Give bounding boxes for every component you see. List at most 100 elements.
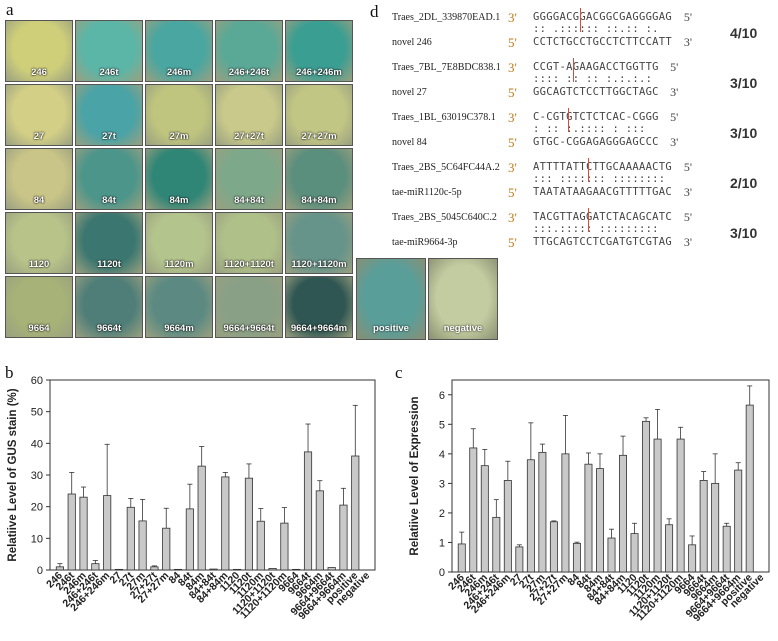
target-sequence: C-CGTGTCTCTCAC-CGGG — [533, 111, 659, 123]
leaf-image: 27+27m — [285, 84, 353, 146]
target-sequence: GGGGACGGACGGCGAGGGGAG — [533, 11, 673, 23]
leaf-label: 9664 — [28, 323, 50, 334]
data-bar — [351, 455, 360, 571]
data-bar — [549, 521, 558, 573]
target-gene-name: Traes_1BL_63019C378.1 — [392, 112, 496, 123]
data-bar — [619, 454, 627, 573]
data-bar — [209, 568, 218, 571]
leaf-image: 27+27t — [215, 84, 283, 146]
complementarity-score: 3/10 — [730, 75, 758, 91]
five-prime-end-label: 5' — [683, 160, 693, 174]
leaf-label: 9664m — [164, 323, 194, 334]
data-bar — [480, 465, 489, 573]
y-tick-label: 0 — [439, 567, 445, 579]
data-bar — [584, 463, 593, 573]
leaf-label: 27+27m — [301, 131, 337, 142]
cleavage-site-marker — [573, 58, 574, 82]
leaf-label: 84+84m — [301, 195, 337, 206]
y-tick-label: 30 — [31, 470, 43, 482]
alignment-match-line: ::: ::::::: :::::::: — [533, 173, 666, 185]
leaf-image: 84m — [145, 148, 213, 210]
leaf-label: 246+246t — [228, 67, 270, 78]
data-bar — [67, 493, 76, 571]
plot-frame — [49, 379, 376, 571]
data-bar — [596, 468, 604, 573]
data-bar — [138, 520, 147, 571]
leaf-label: 9664+9664m — [290, 323, 348, 334]
leaf-label: 246 — [31, 67, 47, 78]
leaf-label: 84 — [33, 195, 45, 206]
data-bar — [711, 482, 720, 573]
five-prime-label: 5' — [508, 235, 517, 250]
leaf-image: 246+246m — [285, 20, 353, 82]
leaf-image: 84 — [5, 148, 73, 210]
three-prime-end-label: 3' — [683, 235, 693, 249]
three-prime-end-label: 3' — [670, 135, 679, 149]
data-bar — [734, 469, 743, 573]
target-alignment-panel: Traes_2DL_339870EAD.1 3' GGGGACGGACGGCGAGG… — [390, 8, 775, 258]
three-prime-end-label: 3' — [683, 185, 693, 199]
five-prime-end-label: 5' — [670, 60, 679, 74]
data-bar — [469, 447, 478, 573]
data-bar — [653, 438, 662, 573]
mirna-sequence: GGCAGTCTCCTTGGCTAGC — [533, 86, 659, 98]
mirna-sequence: GTGC-CGGAGAGGGAGCCC — [533, 136, 659, 148]
data-bar — [526, 459, 535, 573]
leaf-label: 246t — [99, 67, 119, 78]
y-tick-label: 3 — [439, 478, 445, 490]
mirna-name: novel 27 — [392, 87, 427, 98]
three-prime-label: 3' — [508, 110, 517, 125]
leaf-image: 246+246t — [215, 20, 283, 82]
y-tick-label: 50 — [31, 407, 43, 419]
mirna-sequence: TTGCAGTCCTCGATGTCGTAG — [533, 236, 673, 248]
cleavage-site-marker — [568, 108, 569, 132]
data-bar — [55, 566, 64, 571]
control-leaf-grid: positive negative — [356, 258, 498, 340]
control-label: positive — [373, 323, 409, 334]
y-tick-label: 20 — [31, 502, 43, 514]
data-bar — [292, 568, 301, 571]
data-bar — [197, 465, 206, 571]
data-bar — [699, 480, 708, 573]
data-bar — [256, 520, 265, 571]
alignment-match-line: :::: :: :: :.:.:.: — [533, 73, 653, 85]
leaf-image: 84+84m — [285, 148, 353, 210]
alignment-match-line: : :: :.:::: : ::: — [533, 123, 646, 135]
leaf-label: 84m — [169, 195, 189, 206]
mirna-name: tae-miR1120c-5p — [392, 187, 462, 198]
leaf-image: 27m — [145, 84, 213, 146]
leaf-label: 9664+9664t — [223, 323, 275, 334]
cleavage-site-marker — [588, 208, 589, 232]
leaf-label: 9664t — [96, 323, 122, 334]
leaf-image: 9664 — [5, 276, 73, 338]
leaf-label: 246+246m — [296, 67, 342, 78]
target-gene-name: Traes_2BS_5C64FC44A.2 — [392, 162, 500, 173]
data-bar — [162, 527, 171, 571]
y-tick-label: 6 — [439, 390, 445, 402]
data-bar — [457, 543, 466, 573]
leaf-label: 84t — [102, 195, 116, 206]
gus-stain-chart: 0 10 20 30 40 50 60 Relatiive Level of GUS stai… — [7, 375, 376, 622]
leaf-label: 27t — [102, 131, 116, 142]
leaf-image: 9664t — [75, 276, 143, 338]
three-prime-label: 3' — [508, 210, 517, 225]
data-bar — [665, 524, 674, 573]
leaf-image: 1120+1120m — [285, 212, 353, 274]
complementarity-score: 4/10 — [730, 25, 758, 41]
data-bar — [303, 451, 313, 571]
three-prime-end-label: 3' — [670, 85, 679, 99]
target-sequence: ATTTTATTCTTGCAAAAACTG — [533, 161, 673, 173]
data-bar — [150, 566, 159, 571]
leaf-image: 27t — [75, 84, 143, 146]
data-bar — [327, 567, 336, 571]
y-axis-label: Relatiive Level of Expression — [409, 396, 421, 555]
alignment-match-line: :: .:::::: ::.:: :. — [533, 23, 659, 35]
data-bar — [173, 568, 183, 571]
three-prime-label: 3' — [508, 60, 517, 75]
leaf-image: 246 — [5, 20, 73, 82]
five-prime-label: 5' — [508, 185, 517, 200]
cleavage-site-marker — [580, 8, 581, 32]
leaf-label: 1120m — [164, 259, 194, 270]
data-bar — [280, 522, 289, 571]
